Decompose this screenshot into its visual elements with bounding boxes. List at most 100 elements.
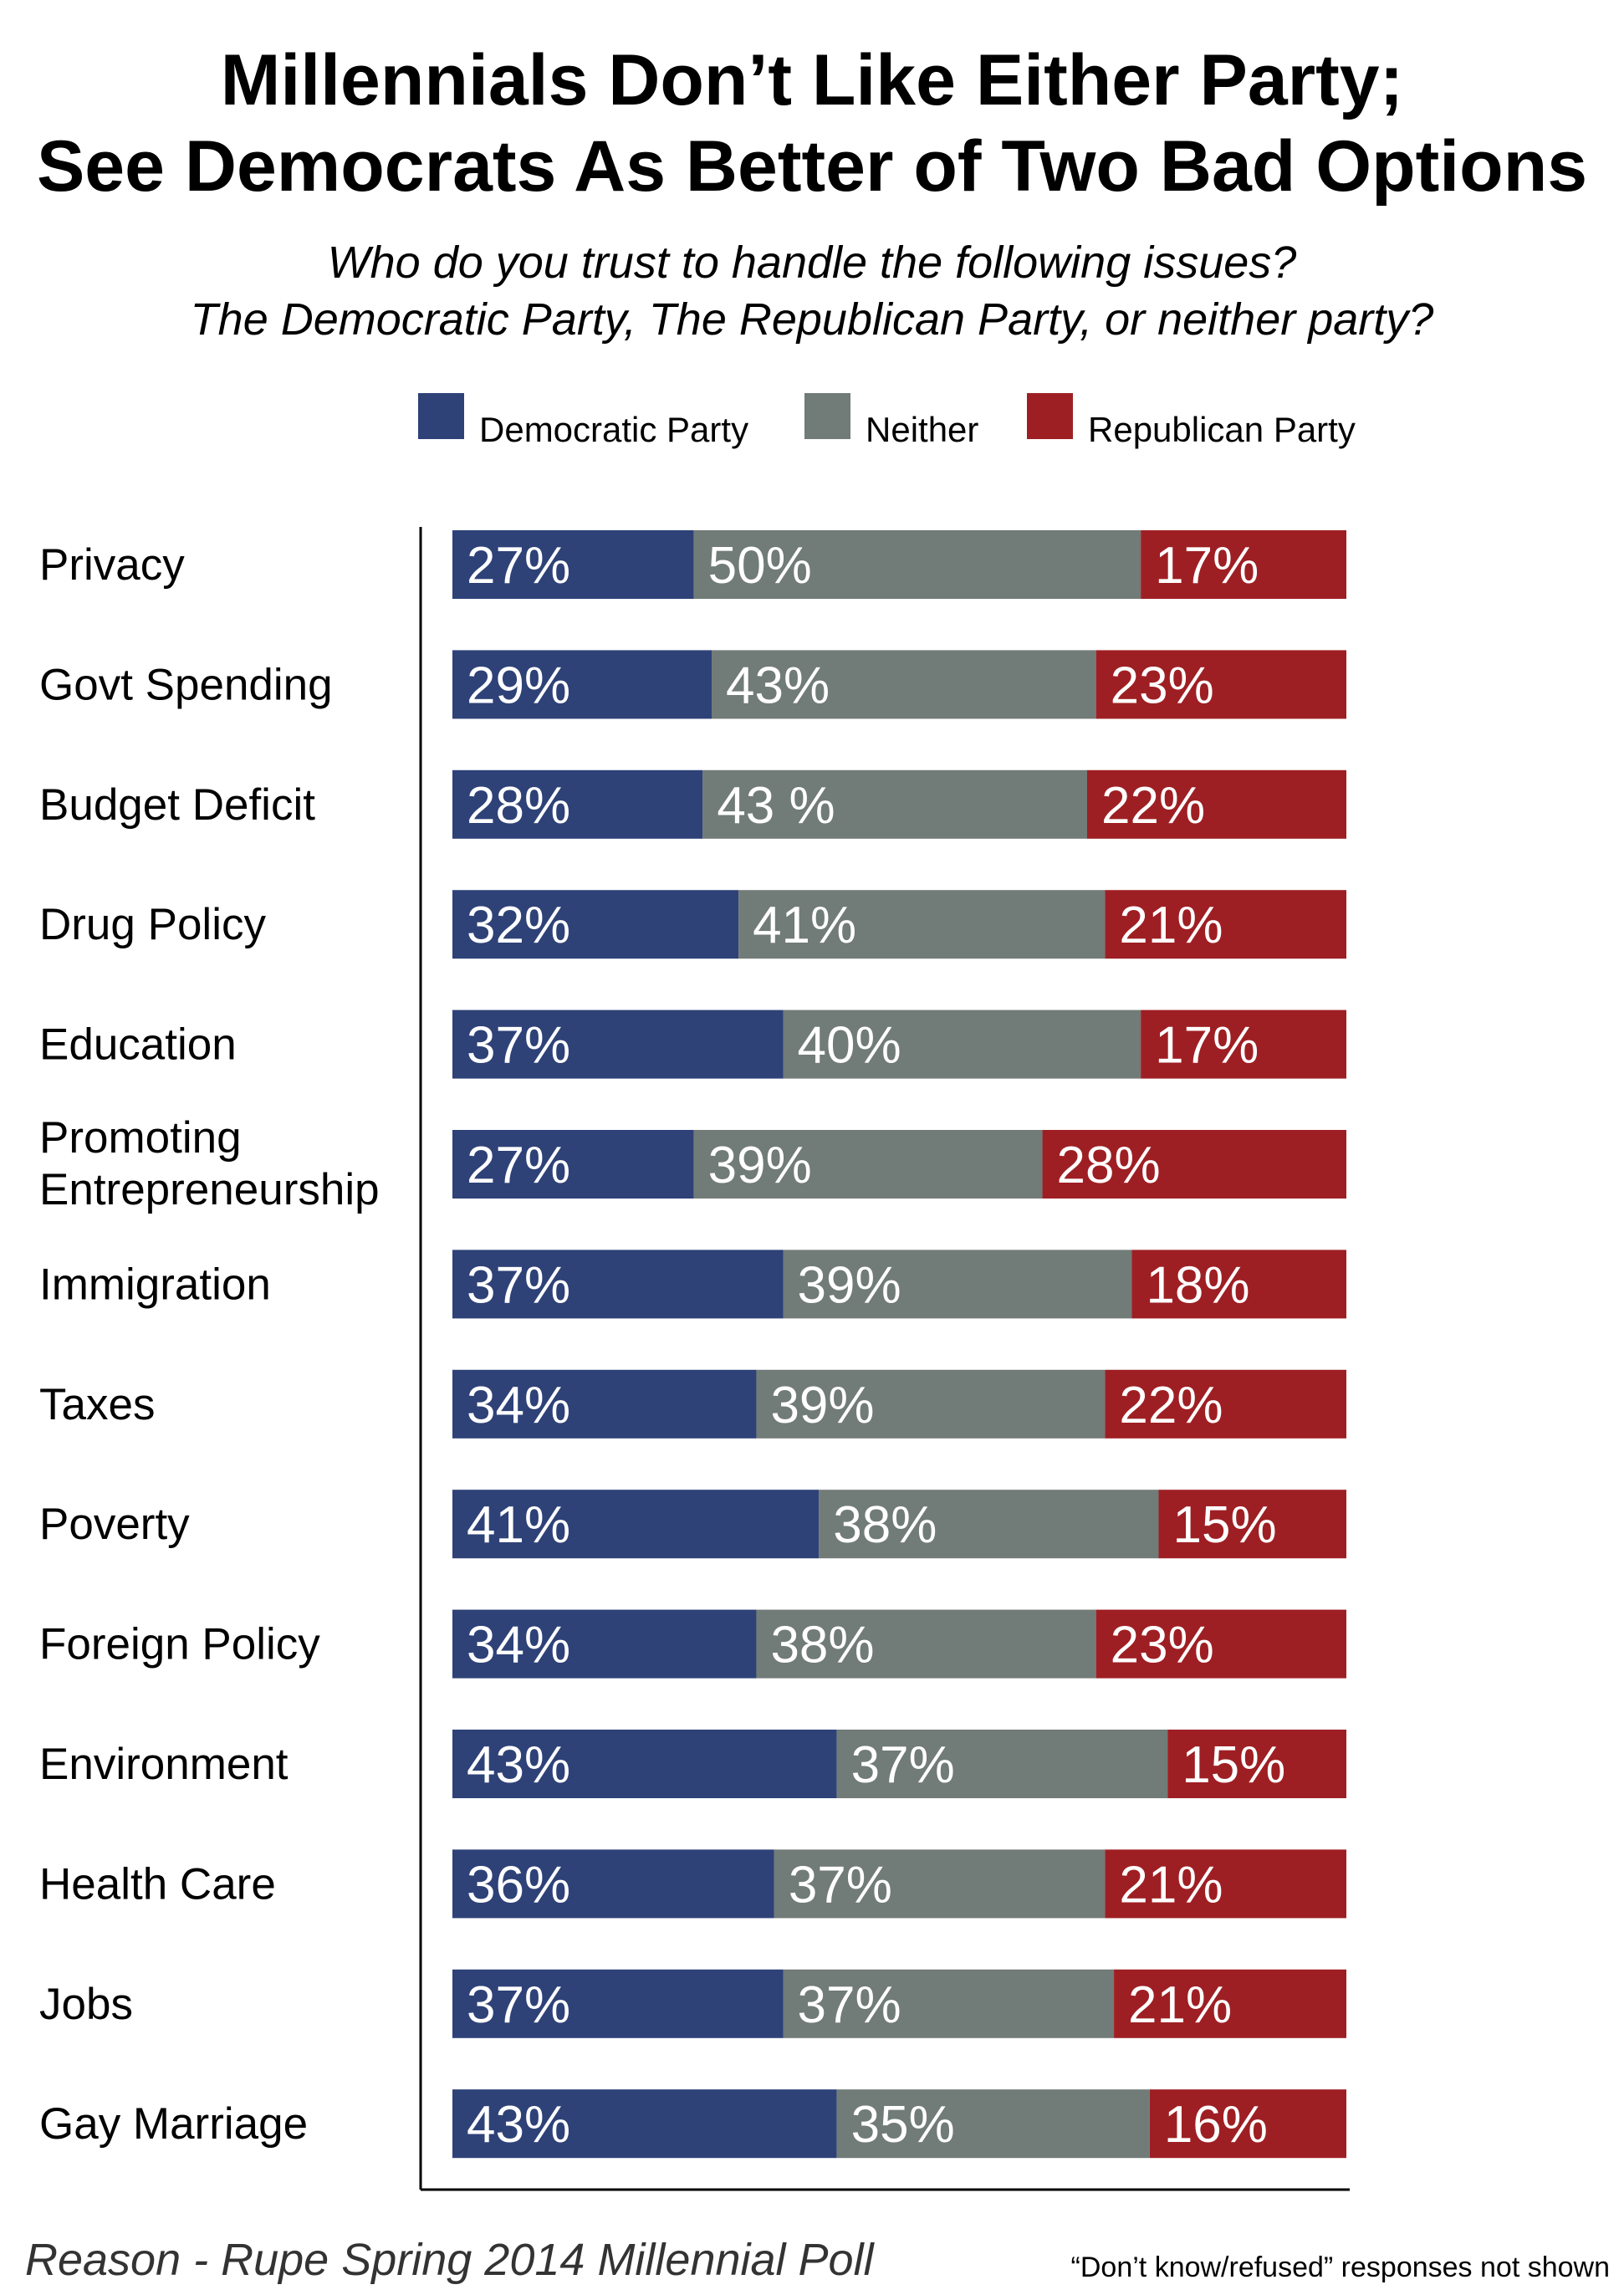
- bar-segment: [693, 1130, 1043, 1199]
- bar-value-label: 28%: [467, 777, 570, 835]
- category-labels: Privacy Govt Spending Budget Deficit Drug P…: [39, 540, 380, 2149]
- bar-value-label: 38%: [833, 1496, 937, 1554]
- bar-value-label: 41%: [753, 897, 856, 954]
- bar-segment: [1141, 1009, 1346, 1079]
- bar-segment: [693, 530, 1141, 599]
- bar-value-label: 37%: [467, 1976, 570, 2034]
- bar-segment: [1042, 1130, 1346, 1199]
- category-label: Education: [39, 1020, 237, 1070]
- subtitle-line: The Democratic Party, The Republican Par…: [191, 294, 1434, 345]
- bar-segment: [783, 1250, 1132, 1319]
- bar-value-label: 21%: [1119, 1856, 1223, 1914]
- bar-segment: [1105, 1369, 1346, 1439]
- legend: Democratic Party Neither Republican Party: [418, 393, 1356, 449]
- bar-value-label: 39%: [798, 1256, 901, 1314]
- bar-segment: [452, 890, 739, 959]
- bar-segment: [452, 1969, 784, 2038]
- bar-segment: [702, 769, 1087, 839]
- bar-segment: [452, 1369, 757, 1439]
- bar-value-label: 39%: [770, 1377, 874, 1434]
- bar-value-label: 37%: [467, 1017, 570, 1075]
- bar-value-label: 43 %: [717, 777, 835, 835]
- bar-segment: [774, 1849, 1106, 1919]
- bar-value-label: 22%: [1119, 1377, 1223, 1434]
- source-text: Reason - Rupe Spring 2014 Millennial Pol…: [25, 2235, 876, 2285]
- bar-value-label: 29%: [467, 657, 570, 714]
- title-line: Millennials Don’t Like Either Party;: [221, 40, 1404, 120]
- bar-segment: [783, 1969, 1115, 2038]
- bar-segment: [452, 650, 712, 719]
- category-label: Foreign Policy: [39, 1620, 320, 1669]
- bar-segment: [1167, 1730, 1346, 1798]
- bar-value-label: 34%: [467, 1617, 570, 1674]
- bar-value-label: 27%: [467, 537, 570, 595]
- bar-segment: [452, 1609, 757, 1679]
- bar-value-label: 15%: [1173, 1496, 1277, 1554]
- footnote-text: “Don’t know/refused” responses not shown: [1071, 2252, 1610, 2283]
- bar-value-label: 37%: [798, 1976, 901, 2034]
- bar-segment: [1149, 2089, 1346, 2159]
- bar-value-label: 15%: [1182, 1736, 1285, 1794]
- bar-segment: [1141, 530, 1346, 599]
- bar-segment: [452, 1250, 784, 1319]
- bar-segment: [756, 1369, 1106, 1439]
- bar-segment: [452, 769, 703, 839]
- legend-label: Democratic Party: [479, 410, 748, 449]
- bars: 27% 50% 17% 29% 43% 23% 28% 43 % 22% 32% 41% 21% 37%…: [452, 530, 1346, 2159]
- bar-segment: [1095, 650, 1346, 719]
- bar-segment: [836, 2089, 1150, 2159]
- category-label: Govt Spending: [39, 660, 333, 709]
- bar-segment: [712, 650, 1096, 719]
- bar-value-label: 27%: [467, 1137, 570, 1194]
- bar-value-label: 18%: [1146, 1256, 1249, 1314]
- bar-value-label: 22%: [1101, 777, 1205, 835]
- chart-title: Millennials Don’t Like Either Party;See …: [37, 40, 1587, 207]
- chart-subtitle: Who do you trust to handle the following…: [191, 238, 1434, 345]
- bar-value-label: 36%: [467, 1856, 570, 1914]
- legend-swatch: [1027, 393, 1073, 439]
- bar-value-label: 37%: [467, 1256, 570, 1314]
- bar-segment: [1105, 1849, 1346, 1919]
- bar-value-label: 34%: [467, 1377, 570, 1434]
- bar-segment: [1095, 1609, 1346, 1679]
- bar-value-label: 35%: [851, 2096, 955, 2154]
- bar-value-label: 23%: [1111, 657, 1214, 714]
- title-line: See Democrats As Better of Two Bad Optio…: [37, 126, 1587, 207]
- bar-value-label: 32%: [467, 897, 570, 954]
- bar-value-label: 37%: [789, 1856, 892, 1914]
- bar-value-label: 43%: [726, 657, 830, 714]
- bar-segment: [1114, 1969, 1346, 2038]
- bar-segment: [452, 1849, 774, 1919]
- bar-segment: [819, 1490, 1159, 1559]
- bar-segment: [836, 1730, 1168, 1798]
- bar-value-label: 43%: [467, 1736, 570, 1794]
- category-label: Environment: [39, 1740, 289, 1789]
- bar-segment: [452, 1730, 837, 1798]
- bar-value-label: 21%: [1119, 897, 1223, 954]
- bar-segment: [452, 1490, 820, 1559]
- bar-value-label: 37%: [851, 1736, 955, 1794]
- bar-value-label: 23%: [1111, 1617, 1214, 1674]
- legend-swatch: [804, 393, 850, 439]
- bar-segment: [783, 1009, 1141, 1079]
- category-label: Jobs: [39, 1980, 133, 2029]
- legend-label: Republican Party: [1088, 410, 1356, 449]
- legend-label: Neither: [866, 410, 978, 449]
- bar-segment: [1131, 1250, 1346, 1319]
- category-label: Poverty: [39, 1500, 190, 1549]
- bar-segment: [1086, 769, 1346, 839]
- bar-value-label: 28%: [1057, 1137, 1161, 1194]
- bar-value-label: 41%: [467, 1496, 570, 1554]
- bar-segment: [452, 1130, 694, 1199]
- legend-swatch: [418, 393, 464, 439]
- bar-value-label: 43%: [467, 2096, 570, 2154]
- category-label: Gay Marriage: [39, 2099, 308, 2149]
- bar-segment: [452, 530, 694, 599]
- category-label: Entrepreneurship: [39, 1165, 380, 1214]
- bar-value-label: 21%: [1128, 1976, 1232, 2034]
- bar-segment: [738, 890, 1106, 959]
- category-label: Taxes: [39, 1380, 155, 1429]
- category-label: Promoting: [39, 1113, 242, 1163]
- category-label: Drug Policy: [39, 900, 266, 949]
